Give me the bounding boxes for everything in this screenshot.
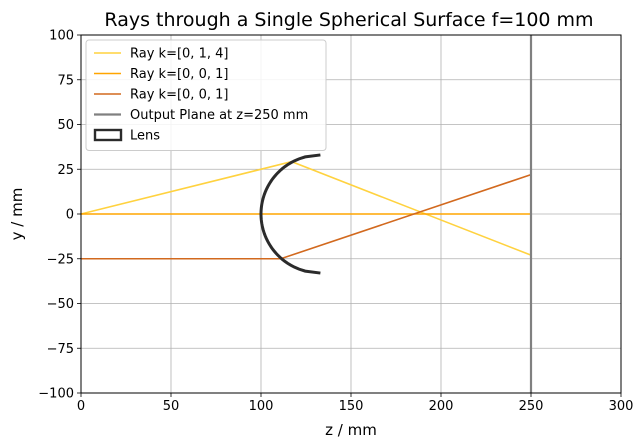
- chart-title: Rays through a Single Spherical Surface …: [104, 9, 593, 31]
- y-axis-label: y / mm: [8, 188, 26, 241]
- y-tick-label: 0: [66, 208, 74, 223]
- legend-label-2: Ray k=[0, 0, 1]: [130, 67, 228, 82]
- x-tick-label: 0: [77, 399, 85, 414]
- y-tick-label: −75: [47, 342, 74, 357]
- lens-surface: [259, 153, 321, 275]
- x-tick-label: 50: [163, 399, 180, 414]
- x-axis-label: z / mm: [325, 421, 377, 439]
- axis-ticks: 0 50 100 150 200 250 300 −100 −75 −50 −25 0 25 50 75 10…: [38, 29, 633, 415]
- legend-swatch-5: [93, 128, 123, 142]
- ray-line-3: [81, 173, 532, 260]
- y-tick-label: 25: [57, 163, 74, 178]
- x-tick-label: 250: [519, 399, 544, 414]
- legend-label-1: Ray k=[0, 1, 4]: [130, 47, 228, 62]
- plot-area: [80, 35, 533, 393]
- ray-line-1: [80, 160, 532, 256]
- y-tick-label: 50: [57, 118, 74, 133]
- legend-label-5: Lens: [130, 129, 160, 144]
- legend-label-4: Output Plane at z=250 mm: [130, 108, 308, 123]
- x-tick-label: 200: [429, 399, 454, 414]
- y-tick-label: 75: [57, 73, 74, 88]
- y-tick-label: −25: [47, 252, 74, 267]
- y-tick-label: 100: [49, 29, 74, 44]
- legend-label-3: Ray k=[0, 0, 1]: [130, 88, 228, 103]
- x-tick-label: 150: [339, 399, 364, 414]
- x-tick-label: 100: [249, 399, 274, 414]
- legend: Ray k=[0, 1, 4] Ray k=[0, 0, 1] Ray k=[0, …: [85, 39, 327, 151]
- legend-box: [85, 39, 327, 151]
- y-tick-label: −50: [47, 297, 74, 312]
- x-tick-label: 300: [609, 399, 634, 414]
- y-tick-label: −100: [38, 387, 74, 402]
